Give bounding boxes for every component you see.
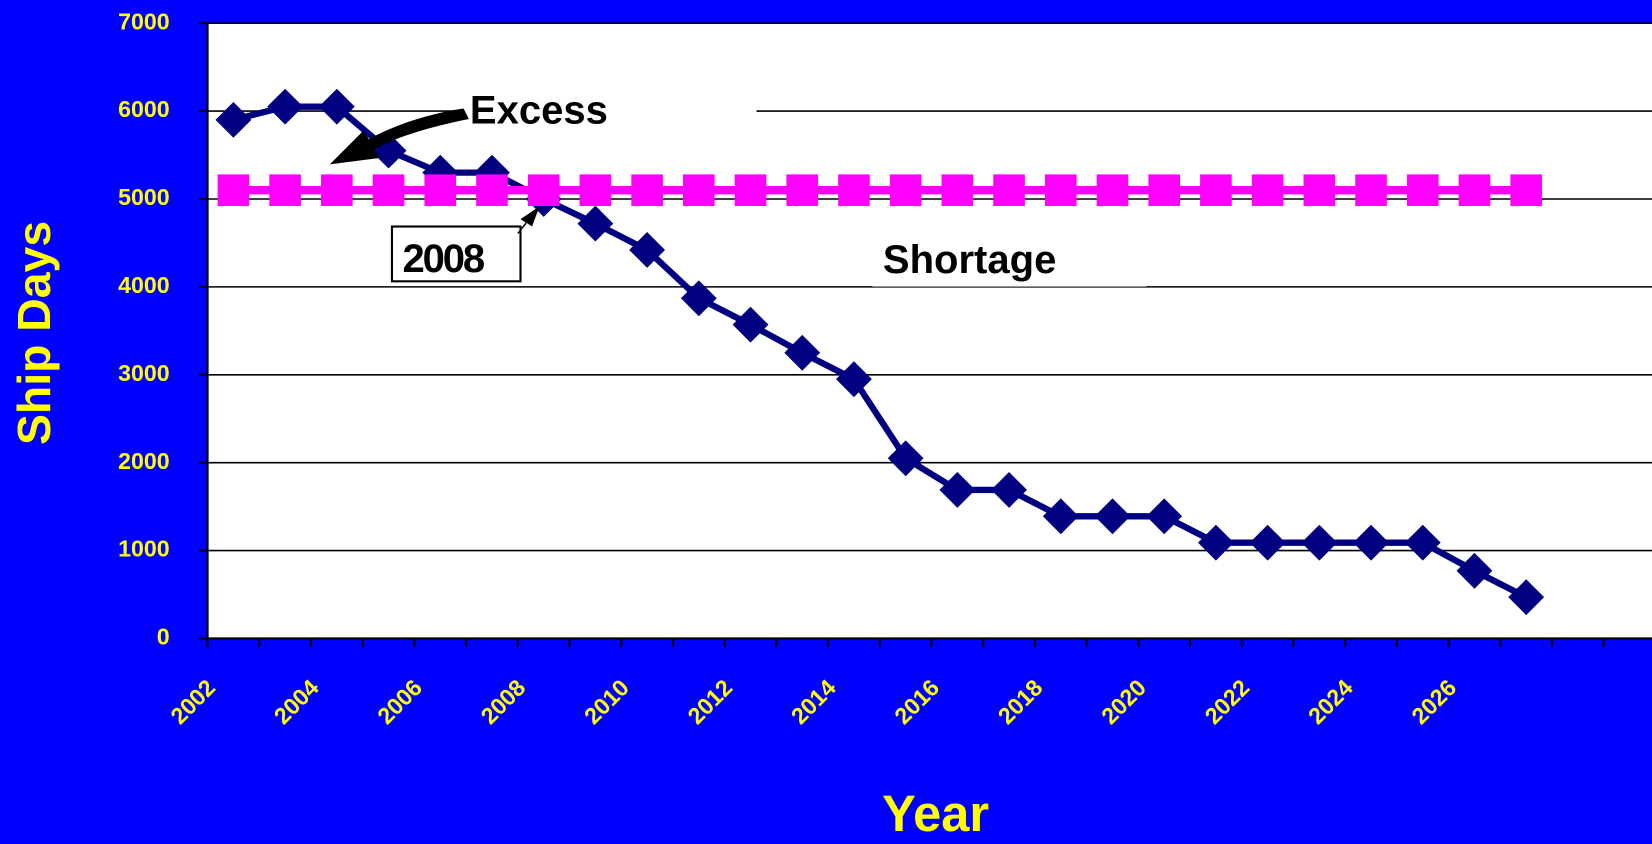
marker xyxy=(734,174,767,206)
marker xyxy=(1096,174,1129,206)
year-arrow xyxy=(517,206,540,234)
marker xyxy=(732,306,769,343)
marker xyxy=(991,472,1027,508)
marker xyxy=(1146,498,1183,535)
y-tick-label: 0 xyxy=(157,624,170,650)
x-tick-label: 2010 xyxy=(579,674,634,729)
marker xyxy=(1510,174,1542,206)
x-tick-label: 2026 xyxy=(1406,674,1461,729)
plot-area xyxy=(207,23,1652,639)
marker xyxy=(939,472,976,508)
x-tick-label: 2012 xyxy=(683,674,738,729)
excess-arrow xyxy=(329,108,469,165)
x-tick-label: 2018 xyxy=(993,674,1048,729)
marker xyxy=(424,174,457,206)
x-tick-label: 2004 xyxy=(269,674,324,729)
annotation: 2008 xyxy=(402,237,484,281)
x-tick-label: 2022 xyxy=(1200,674,1255,729)
x-tick-label: 2020 xyxy=(1096,674,1151,729)
marker xyxy=(1044,174,1077,206)
x-tick-label: 2016 xyxy=(889,674,944,729)
marker xyxy=(1200,174,1232,206)
marker xyxy=(1355,174,1387,206)
shortage-backdrop xyxy=(872,244,1147,287)
x-axis-label: Year xyxy=(882,785,989,842)
marker xyxy=(887,440,924,477)
marker xyxy=(476,174,508,206)
marker xyxy=(527,174,560,206)
marker xyxy=(1148,174,1181,206)
marker xyxy=(1042,498,1079,535)
y-tick-label: 1000 xyxy=(118,536,170,562)
annotation-box xyxy=(390,225,522,283)
annotation: Shortage xyxy=(883,238,1056,282)
x-tick-label: 2006 xyxy=(372,674,427,729)
chart-body: 0 1000 2000 3000 4000 5000 6000 7000 2002 2004 200… xyxy=(8,8,1652,842)
x-tick-label: 2002 xyxy=(165,674,220,729)
y-tick-label: 3000 xyxy=(118,360,170,386)
marker xyxy=(267,88,304,125)
marker xyxy=(993,174,1025,206)
marker xyxy=(1406,174,1439,206)
marker xyxy=(784,334,821,371)
marker xyxy=(838,174,870,206)
marker xyxy=(1251,174,1284,206)
marker xyxy=(217,174,250,206)
marker xyxy=(683,174,715,206)
marker xyxy=(941,174,974,206)
marker xyxy=(836,361,872,398)
marker xyxy=(215,101,252,138)
marker xyxy=(269,174,301,206)
y-tick-label: 5000 xyxy=(118,184,170,210)
y-tick-label: 7000 xyxy=(118,8,170,34)
y-tick-label: 4000 xyxy=(118,272,170,298)
y-tick-label: 6000 xyxy=(118,96,170,122)
marker xyxy=(631,174,663,206)
annotation: Excess xyxy=(470,88,608,132)
x-tick-label: 2024 xyxy=(1303,674,1358,729)
x-tick-label: 2014 xyxy=(786,674,841,729)
y-tick-label: 2000 xyxy=(118,448,170,474)
x-tick-label: 2008 xyxy=(476,674,531,729)
marker xyxy=(579,174,612,206)
marker xyxy=(1303,174,1336,206)
marker xyxy=(889,174,922,206)
excess-backdrop xyxy=(463,94,757,133)
marker xyxy=(1456,552,1493,589)
marker xyxy=(321,174,353,206)
marker xyxy=(372,174,405,206)
y-axis-label: Ship Days xyxy=(8,221,60,445)
marker xyxy=(786,174,819,206)
marker xyxy=(1458,174,1491,206)
